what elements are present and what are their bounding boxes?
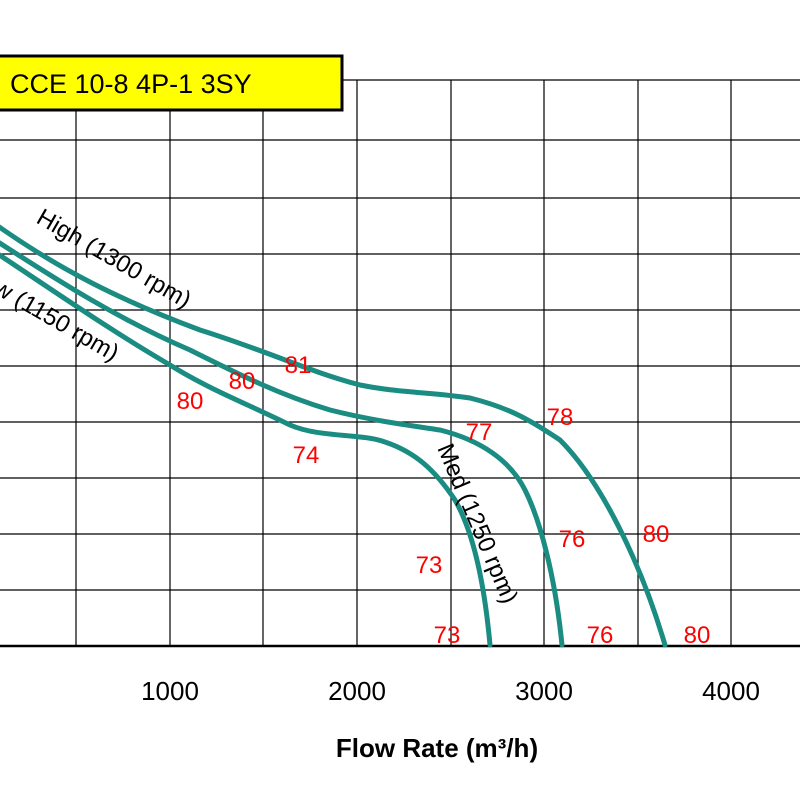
x-axis-label: Flow Rate (m³/h) — [336, 733, 538, 763]
x-tick-label: 4000 — [702, 676, 760, 706]
noise-value-label: 80 — [177, 388, 204, 415]
noise-value-label: 78 — [547, 404, 574, 431]
x-tick-labels: 1000 2000 3000 4000 — [141, 676, 760, 706]
x-tick-label: 1000 — [141, 676, 199, 706]
series-line-low — [0, 252, 493, 648]
noise-value-label: 77 — [466, 419, 493, 446]
chart-title-box: CCE 10-8 4P-1 3SY — [0, 54, 344, 112]
curves — [0, 224, 668, 648]
noise-labels: 81 78 80 80 80 77 76 76 80 74 73 73 — [177, 352, 711, 649]
noise-value-label: 73 — [416, 552, 443, 579]
noise-value-label: 76 — [559, 526, 586, 553]
x-tick-label: 3000 — [515, 676, 573, 706]
noise-value-label: 76 — [587, 622, 614, 649]
noise-value-label: 73 — [434, 622, 461, 649]
noise-value-label: 80 — [643, 521, 670, 548]
x-tick-label: 2000 — [328, 676, 386, 706]
noise-value-label: 80 — [684, 622, 711, 649]
series-label-high: High (1300 rpm) — [32, 204, 196, 314]
grid — [0, 79, 800, 648]
chart-title: CCE 10-8 4P-1 3SY — [10, 69, 252, 99]
noise-value-label: 81 — [285, 352, 312, 379]
series-line-med — [0, 240, 565, 648]
noise-value-label: 80 — [229, 368, 256, 395]
noise-value-label: 74 — [293, 442, 320, 469]
series-line-high — [0, 224, 668, 648]
